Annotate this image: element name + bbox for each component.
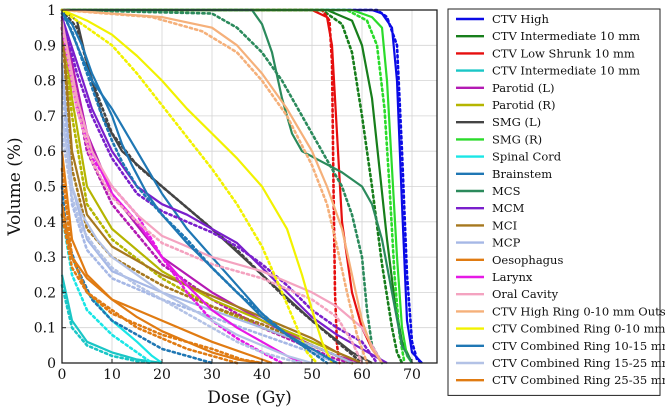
series-line-dotted-21 (60, 213, 239, 365)
x-tick-label: 20 (153, 367, 171, 383)
y-tick-label: 0 (47, 356, 56, 372)
series-line-dotted-10 (60, 8, 384, 365)
series-line-dotted-18 (60, 8, 319, 365)
legend-label: CTV Intermediate 10 mm (492, 29, 640, 43)
series-line-solid-18 (61, 8, 333, 364)
series-line-solid-11 (60, 16, 388, 364)
y-tick-label: 0.4 (34, 215, 56, 231)
series-line-solid-7 (62, 8, 413, 364)
legend-label: Spinal Cord (492, 150, 562, 164)
y-axis-label: Volume (%) (5, 137, 25, 236)
x-tick-label: 40 (253, 367, 271, 383)
x-axis-label: Dose (Gy) (207, 388, 292, 408)
legend-label: CTV High (492, 12, 549, 26)
legend-label: Larynx (492, 270, 533, 284)
series-line-solid-19 (61, 12, 338, 364)
y-tick-label: 0.2 (34, 285, 56, 301)
series-line-dotted-3 (60, 283, 154, 365)
series-line-solid-13 (60, 62, 353, 364)
x-tick-label: 10 (103, 367, 121, 383)
y-tick-label: 1 (47, 3, 56, 19)
series-line-dotted-4 (60, 19, 354, 365)
series-line-solid-17 (61, 8, 383, 364)
y-tick-label: 0.1 (34, 321, 56, 337)
series-line-solid-14 (60, 151, 273, 365)
y-tick-label: 0.9 (34, 38, 56, 54)
legend: CTV High CTV Intermediate 10 mm CTV Low Sh… (447, 8, 665, 396)
legend-label: CTV Combined Ring 0-10 mm (492, 322, 665, 336)
dose-volume-curves (60, 8, 424, 365)
legend-label: SMG (R) (492, 132, 542, 146)
legend-label: MCM (492, 201, 525, 215)
legend-label: Parotid (L) (492, 81, 554, 95)
y-tick-label: 0.3 (34, 250, 56, 266)
series-line-solid-21 (60, 203, 263, 365)
legend-label: Oral Cavity (492, 287, 559, 301)
y-tick-label: 0.6 (34, 144, 56, 160)
series-line-solid-3 (60, 274, 163, 365)
x-tick-label: 0 (58, 367, 67, 383)
series-line-dotted-19 (60, 12, 329, 365)
legend-label: Brainstem (492, 167, 552, 181)
series-line-solid-0 (62, 8, 423, 364)
series-line-solid-16 (60, 20, 383, 364)
legend-label: CTV Combined Ring 10-15 mm (492, 339, 665, 353)
series-line-solid-20 (60, 115, 313, 365)
legend-label: CTV Combined Ring 25-35 mm (492, 373, 665, 387)
series-line-dotted-2 (60, 8, 341, 365)
legend-label: CTV Combined Ring 15-25 mm (492, 356, 665, 370)
legend-label: Parotid (R) (492, 98, 555, 112)
x-tick-label: 30 (203, 367, 221, 383)
series-line-dotted-12 (60, 26, 354, 365)
series-line-dotted-20 (60, 132, 304, 365)
legend-label: SMG (L) (492, 115, 541, 129)
series-line-dotted-9 (60, 185, 214, 365)
y-tick-label: 0.5 (34, 180, 56, 196)
legend-label: CTV Intermediate 10 mm (492, 64, 640, 78)
legend-label: Oesophagus (492, 253, 563, 267)
series-line-dotted-16 (60, 22, 364, 365)
series-line-dotted-1 (60, 8, 404, 365)
y-axis-ticks: 0 0.1 0.2 0.3 0.4 0.5 0.6 0.7 0.8 0.9 1 (34, 3, 66, 372)
series-line-solid-10 (62, 8, 413, 364)
series-line-dotted-11 (60, 15, 379, 365)
x-tick-label: 60 (353, 367, 371, 383)
series-line-dotted-17 (60, 8, 369, 365)
legend-label: CTV Low Shrunk 10 mm (492, 46, 635, 60)
y-tick-label: 0.8 (34, 74, 56, 90)
legend-label: MCI (492, 218, 517, 232)
x-tick-label: 70 (403, 367, 421, 383)
x-tick-label: 50 (303, 367, 321, 383)
legend-label: MCP (492, 236, 521, 250)
legend-label: MCS (492, 184, 521, 198)
legend-box (447, 8, 661, 396)
y-tick-label: 0.7 (34, 109, 56, 125)
legend-label: CTV High Ring 0-10 mm Outside (492, 304, 665, 318)
series-line-dotted-14 (60, 167, 264, 365)
x-axis-ticks: 0 10 20 30 40 50 60 70 (58, 359, 421, 383)
series-line-dotted-7 (60, 8, 406, 365)
